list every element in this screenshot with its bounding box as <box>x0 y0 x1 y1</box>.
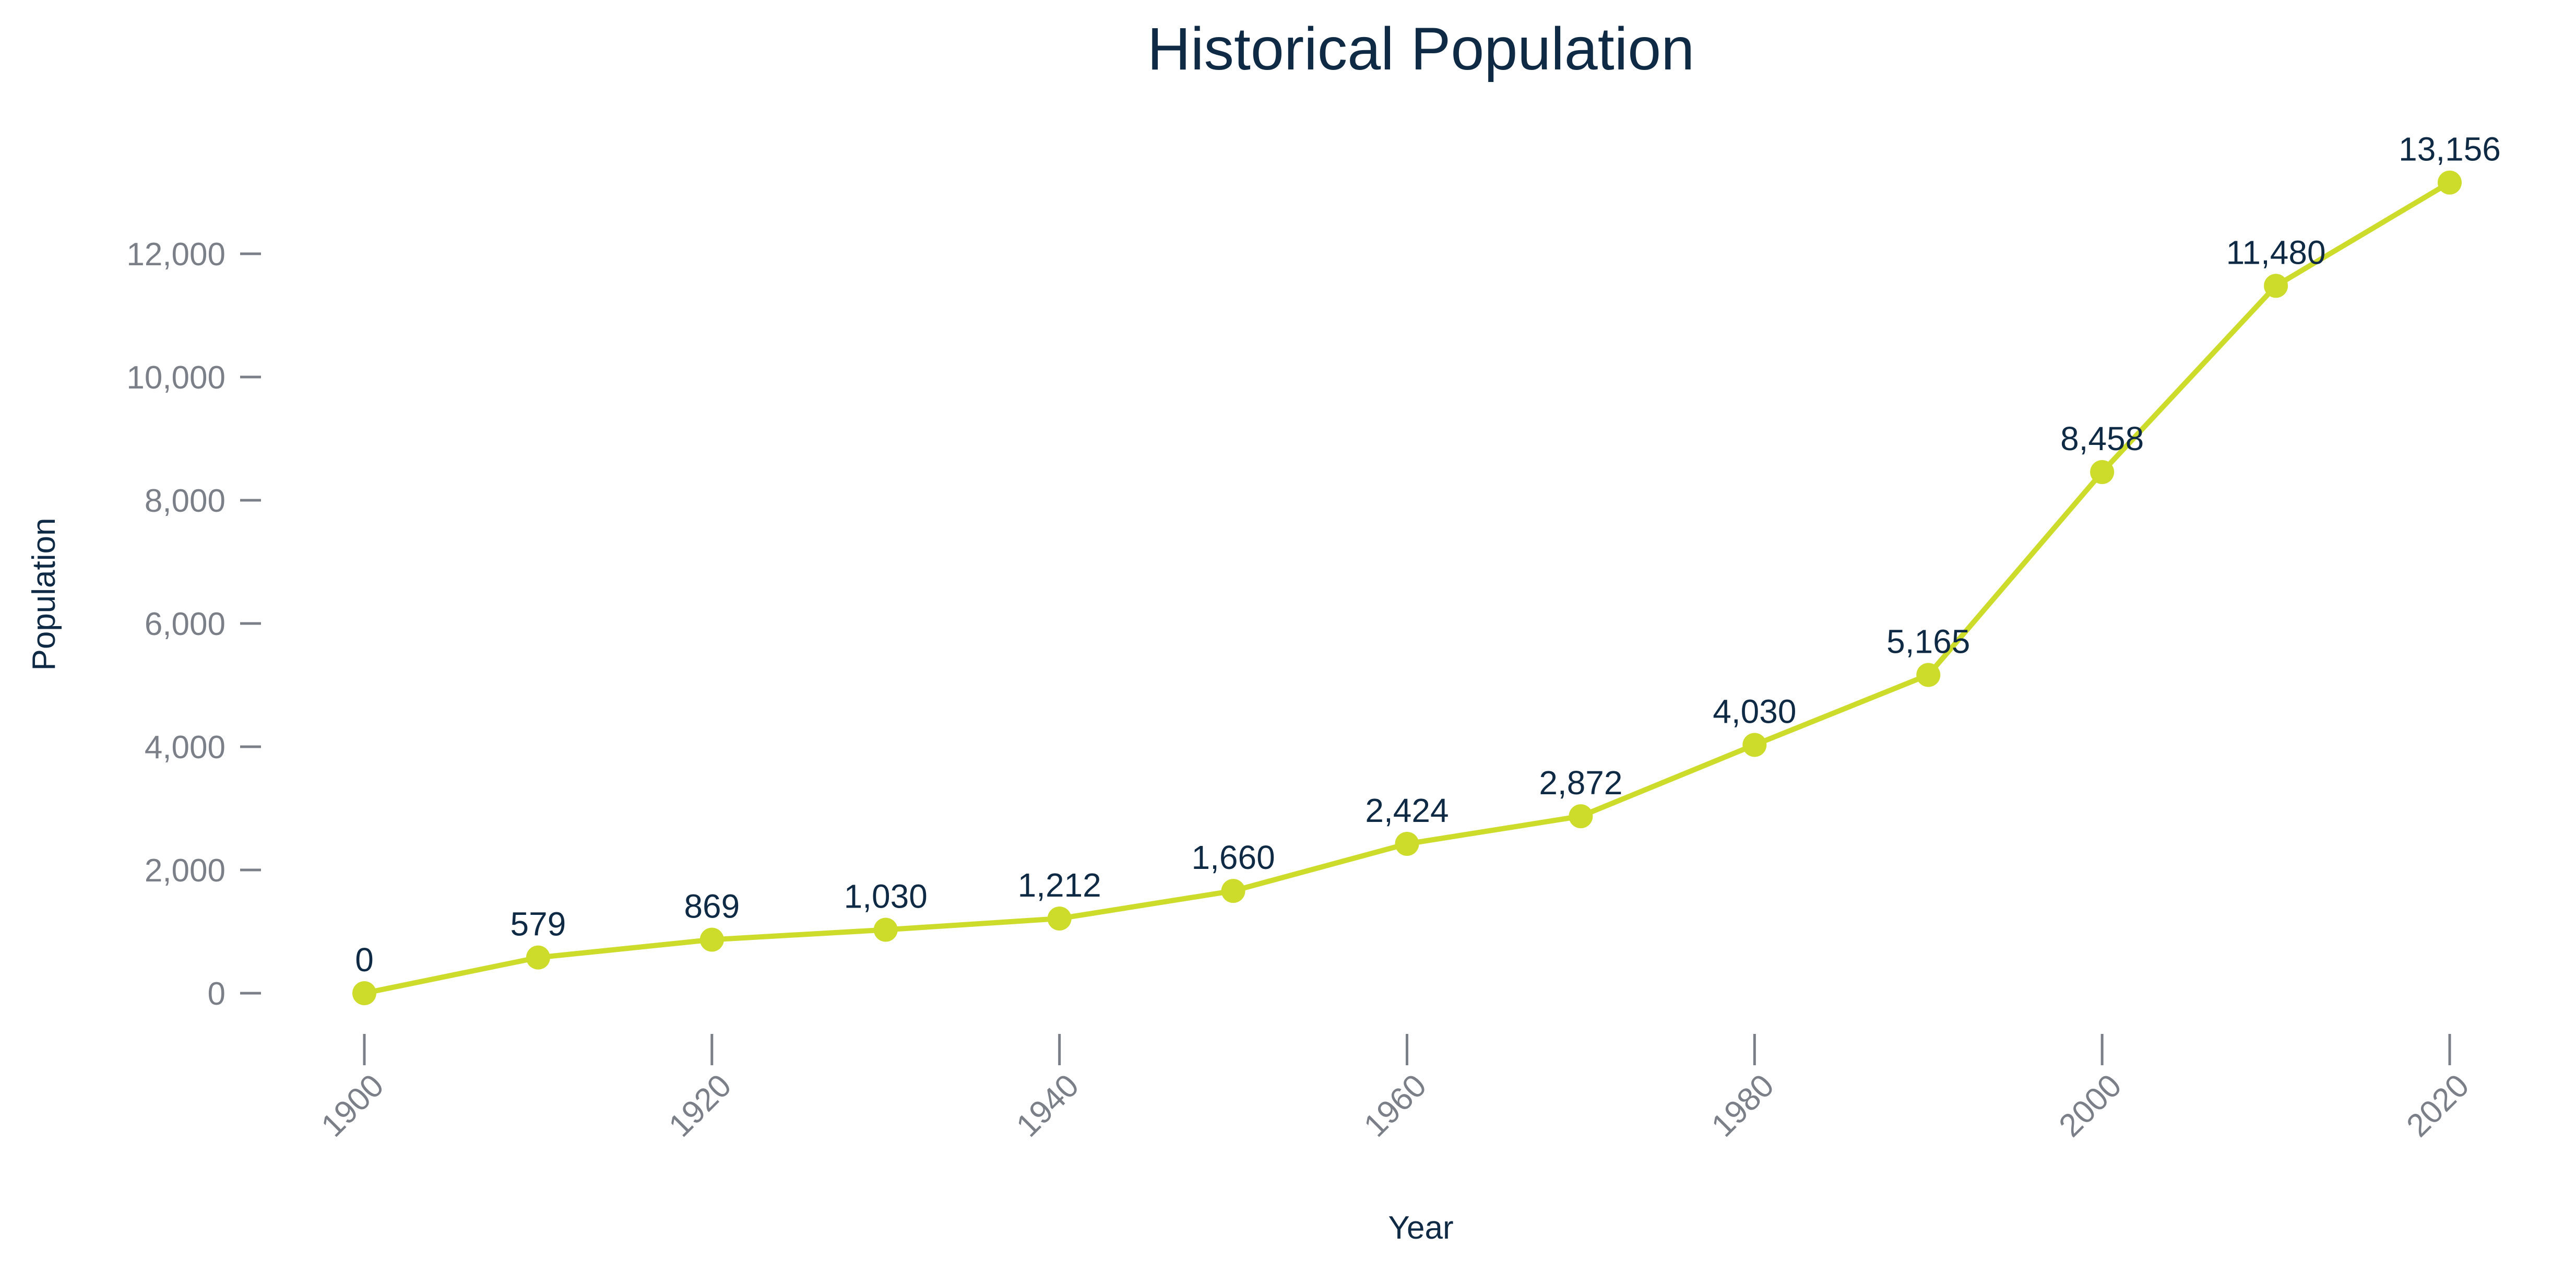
data-point <box>352 981 376 1005</box>
data-point <box>526 945 550 970</box>
data-label: 0 <box>355 941 374 979</box>
y-tick-label: 6,000 <box>145 606 225 642</box>
x-axis: 1900 1920 1940 1960 1980 2000 2020 <box>314 1034 2476 1144</box>
y-tick-label: 0 <box>208 976 225 1012</box>
data-label: 5,165 <box>1886 623 1970 661</box>
y-axis: 0 2,000 4,000 6,000 8,000 10,000 12,000 <box>126 237 261 1012</box>
data-point <box>2438 170 2462 195</box>
data-point <box>1221 879 1245 903</box>
data-label: 4,030 <box>1713 692 1796 730</box>
data-label: 1,212 <box>1018 866 1101 904</box>
data-point <box>1569 804 1593 829</box>
data-label: 13,156 <box>2399 131 2501 168</box>
x-axis-title: Year <box>1388 1210 1453 1246</box>
y-tick-label: 4,000 <box>145 729 225 766</box>
data-point <box>2264 274 2288 298</box>
data-point <box>1742 733 1767 757</box>
x-tick-label: 2020 <box>2400 1067 2476 1144</box>
data-point <box>1395 831 1419 856</box>
x-tick-label: 1940 <box>1010 1067 1086 1144</box>
data-point <box>699 927 724 952</box>
data-point <box>1047 906 1072 931</box>
data-label: 2,424 <box>1365 792 1449 829</box>
y-tick-label: 8,000 <box>145 483 225 519</box>
x-tick-label: 1980 <box>1705 1067 1781 1144</box>
y-tick-label: 2,000 <box>145 853 225 889</box>
x-tick-label: 2000 <box>2052 1067 2129 1144</box>
y-axis-title: Population <box>26 517 62 670</box>
data-label: 11,480 <box>2226 233 2326 271</box>
x-tick-label: 1960 <box>1357 1067 1433 1144</box>
data-label: 579 <box>511 905 566 943</box>
x-tick-label: 1900 <box>314 1067 390 1144</box>
data-label: 8,458 <box>2060 420 2144 457</box>
data-point <box>1916 663 1941 687</box>
series-line <box>362 180 2452 996</box>
data-label: 2,872 <box>1539 764 1622 802</box>
data-label: 869 <box>684 887 740 925</box>
data-label: 1,660 <box>1192 839 1275 876</box>
y-tick-label: 12,000 <box>126 237 225 273</box>
data-point <box>2090 460 2115 484</box>
y-tick-label: 10,000 <box>126 360 225 396</box>
data-labels: 0 579 869 1,030 1,212 1,660 2,424 2,872 4,030 5,1… <box>355 131 2501 979</box>
series-population <box>352 170 2462 1005</box>
chart-title: Historical Population <box>1147 16 1694 83</box>
data-point <box>873 917 898 942</box>
data-label: 1,030 <box>844 877 928 915</box>
x-tick-label: 1920 <box>662 1067 738 1144</box>
